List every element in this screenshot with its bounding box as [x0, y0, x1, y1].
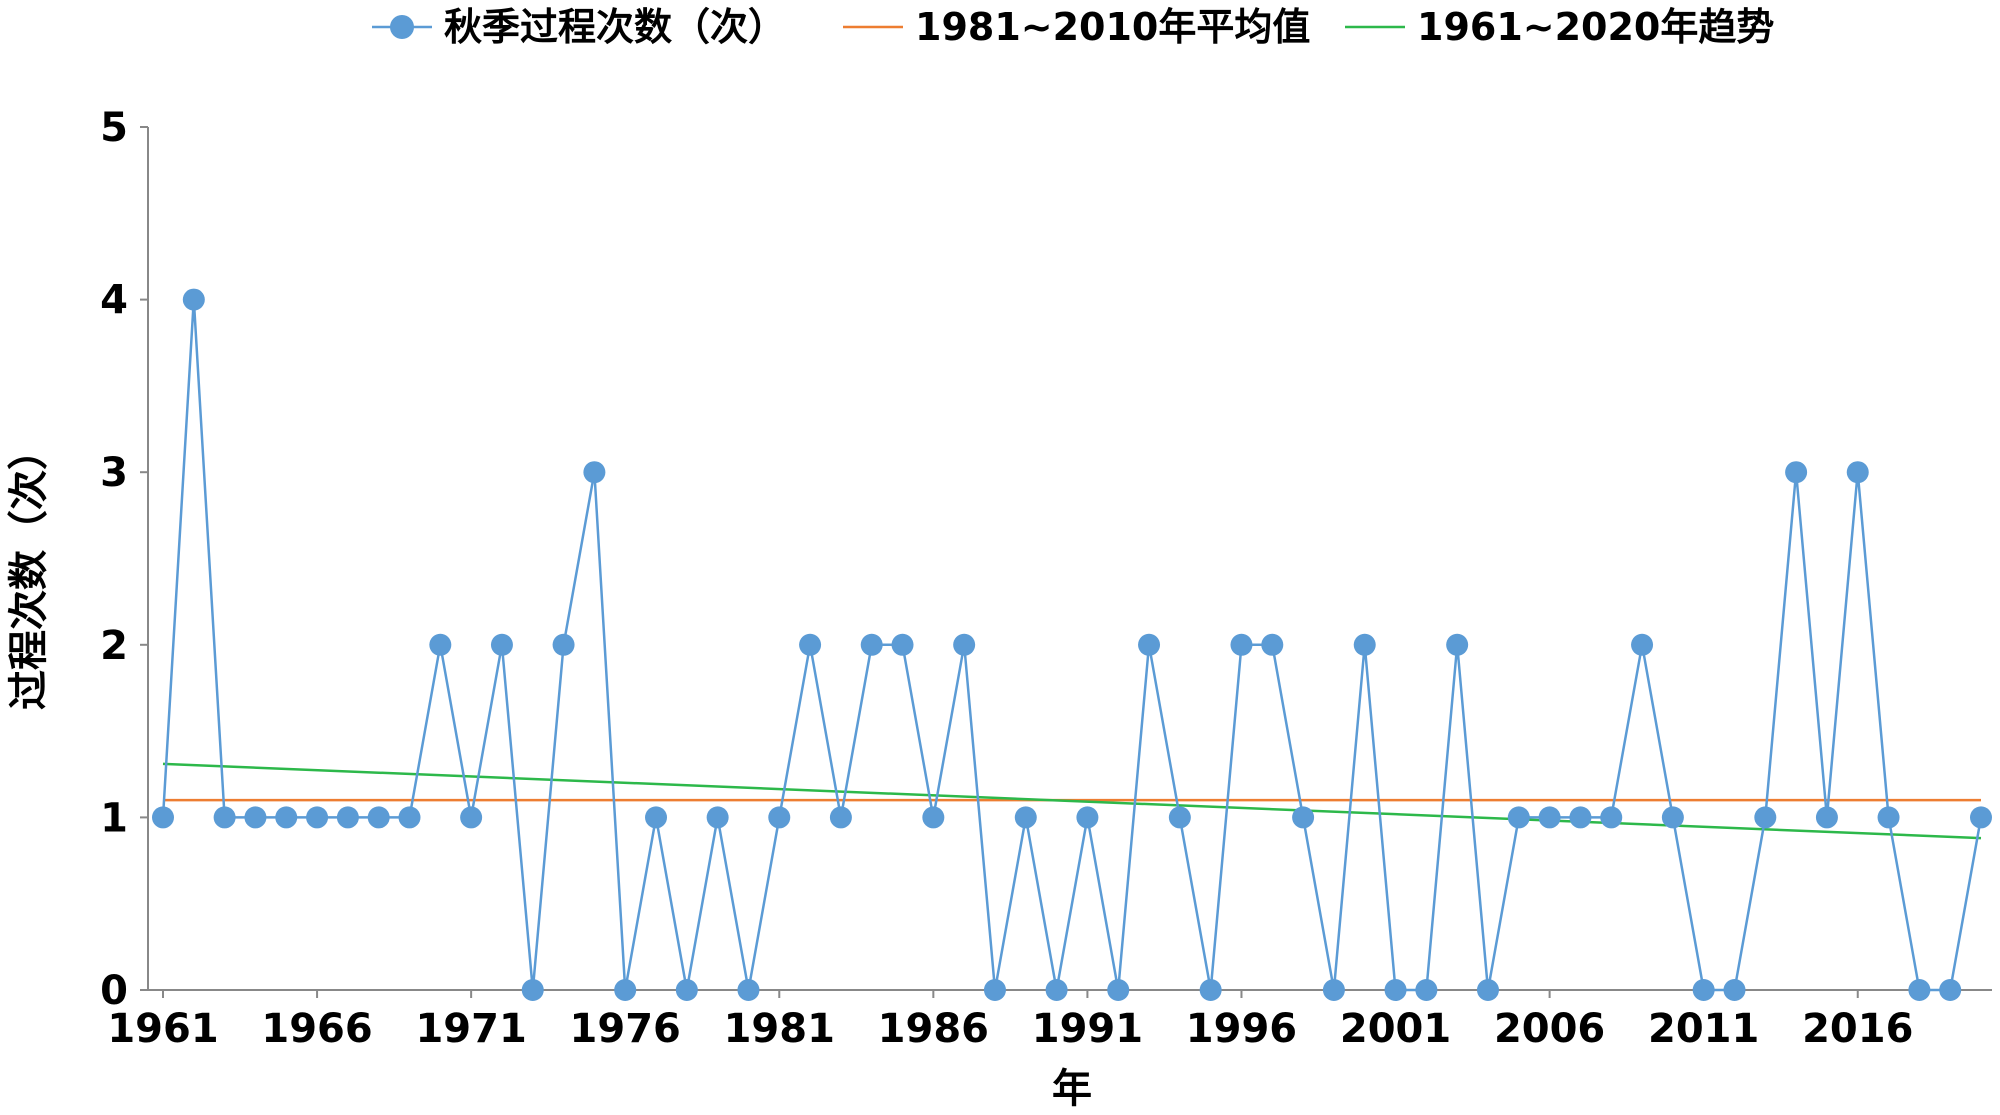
- data-point: [583, 461, 606, 484]
- data-point: [213, 806, 236, 829]
- x-tick-label: 1971: [415, 1006, 526, 1052]
- data-point: [429, 633, 452, 656]
- data-point: [1168, 806, 1191, 829]
- data-point: [983, 979, 1006, 1001]
- data-point: [1754, 806, 1777, 829]
- data-point: [1815, 806, 1838, 829]
- y-tick-label: 3: [100, 450, 128, 496]
- data-point: [1877, 806, 1900, 829]
- data-point: [521, 979, 544, 1001]
- data-point: [829, 806, 852, 829]
- data-point: [1292, 806, 1315, 829]
- x-tick-label: 2006: [1494, 1006, 1605, 1052]
- data-point: [1261, 633, 1284, 656]
- data-point: [922, 806, 945, 829]
- data-point: [1353, 633, 1376, 656]
- data-point: [1199, 979, 1222, 1001]
- data-point: [275, 806, 298, 829]
- data-point: [768, 806, 791, 829]
- data-point: [860, 633, 883, 656]
- data-point: [490, 633, 513, 656]
- data-point: [1107, 979, 1130, 1001]
- data-point: [336, 806, 359, 829]
- x-ticks: 1961 1966 1971 1976 1981 1986 1991 1996 2001 2006…: [107, 990, 1913, 1052]
- data-point: [1384, 979, 1407, 1001]
- x-tick-label: 1991: [1032, 1006, 1143, 1052]
- x-tick-label: 1966: [261, 1006, 372, 1052]
- data-point: [614, 979, 637, 1001]
- data-point: [182, 288, 205, 311]
- y-axis-title: 过程次数（次）: [6, 430, 52, 710]
- data-point: [645, 806, 668, 829]
- legend-item: 1961~2020年趋势: [1345, 5, 1774, 49]
- data-point: [1415, 979, 1438, 1001]
- data-points: [152, 288, 1992, 1001]
- legend-swatch-marker: [390, 15, 414, 39]
- data-point: [1970, 806, 1992, 829]
- data-point: [1507, 806, 1530, 829]
- data-point: [706, 806, 729, 829]
- x-tick-label: 1961: [107, 1006, 218, 1052]
- data-point: [1939, 979, 1962, 1001]
- x-tick-label: 2001: [1340, 1006, 1451, 1052]
- data-point: [799, 633, 822, 656]
- data-point: [737, 979, 760, 1001]
- data-point: [1014, 806, 1037, 829]
- data-point: [1476, 979, 1499, 1001]
- y-ticks: 0 1 2 3 4 5: [100, 105, 148, 1014]
- data-point: [1600, 806, 1623, 829]
- data-point: [1138, 633, 1161, 656]
- x-tick-label: 1986: [878, 1006, 989, 1052]
- data-point: [244, 806, 267, 829]
- data-point: [306, 806, 329, 829]
- data-point: [552, 633, 575, 656]
- data-point: [460, 806, 483, 829]
- y-tick-label: 1: [100, 795, 128, 841]
- data-point: [367, 806, 390, 829]
- legend-label: 秋季过程次数（次）: [444, 5, 786, 49]
- data-point: [1538, 806, 1561, 829]
- data-point: [1846, 461, 1869, 484]
- data-point: [1322, 979, 1345, 1001]
- data-point: [1692, 979, 1715, 1001]
- y-tick-label: 0: [100, 968, 128, 1014]
- data-point: [1631, 633, 1654, 656]
- data-point: [1045, 979, 1068, 1001]
- x-tick-label: 1996: [1186, 1006, 1297, 1052]
- data-point: [675, 979, 698, 1001]
- data-point: [1230, 633, 1253, 656]
- y-tick-label: 4: [100, 278, 128, 324]
- y-tick-label: 5: [100, 105, 128, 151]
- data-point: [1076, 806, 1099, 829]
- data-point: [1908, 979, 1931, 1001]
- plot-area: 0 1 2 3 4 5 1961 1966 1971 1976 1981 1986 1991 1996 2…: [100, 105, 1992, 1052]
- legend-item: 1981~2010年平均值: [843, 5, 1310, 49]
- legend-label: 1981~2010年平均值: [915, 5, 1310, 49]
- series-line-autumn-count: [161, 299, 1983, 992]
- data-point: [1785, 461, 1808, 484]
- x-tick-label: 2016: [1802, 1006, 1913, 1052]
- data-point: [1446, 633, 1469, 656]
- data-point: [1723, 979, 1746, 1001]
- y-tick-label: 2: [100, 623, 128, 669]
- x-tick-label: 1976: [570, 1006, 681, 1052]
- x-tick-label: 2011: [1648, 1006, 1759, 1052]
- data-point: [1569, 806, 1592, 829]
- x-tick-label: 1981: [724, 1006, 835, 1052]
- legend: 秋季过程次数（次） 1981~2010年平均值 1961~2020年趋势: [372, 5, 1774, 49]
- data-point: [891, 633, 914, 656]
- legend-item: 秋季过程次数（次）: [372, 5, 786, 49]
- data-point: [953, 633, 976, 656]
- legend-label: 1961~2020年趋势: [1417, 5, 1774, 49]
- data-point: [398, 806, 421, 829]
- data-point: [1661, 806, 1684, 829]
- x-axis-title: 年: [1052, 1066, 1092, 1112]
- data-point: [152, 806, 174, 829]
